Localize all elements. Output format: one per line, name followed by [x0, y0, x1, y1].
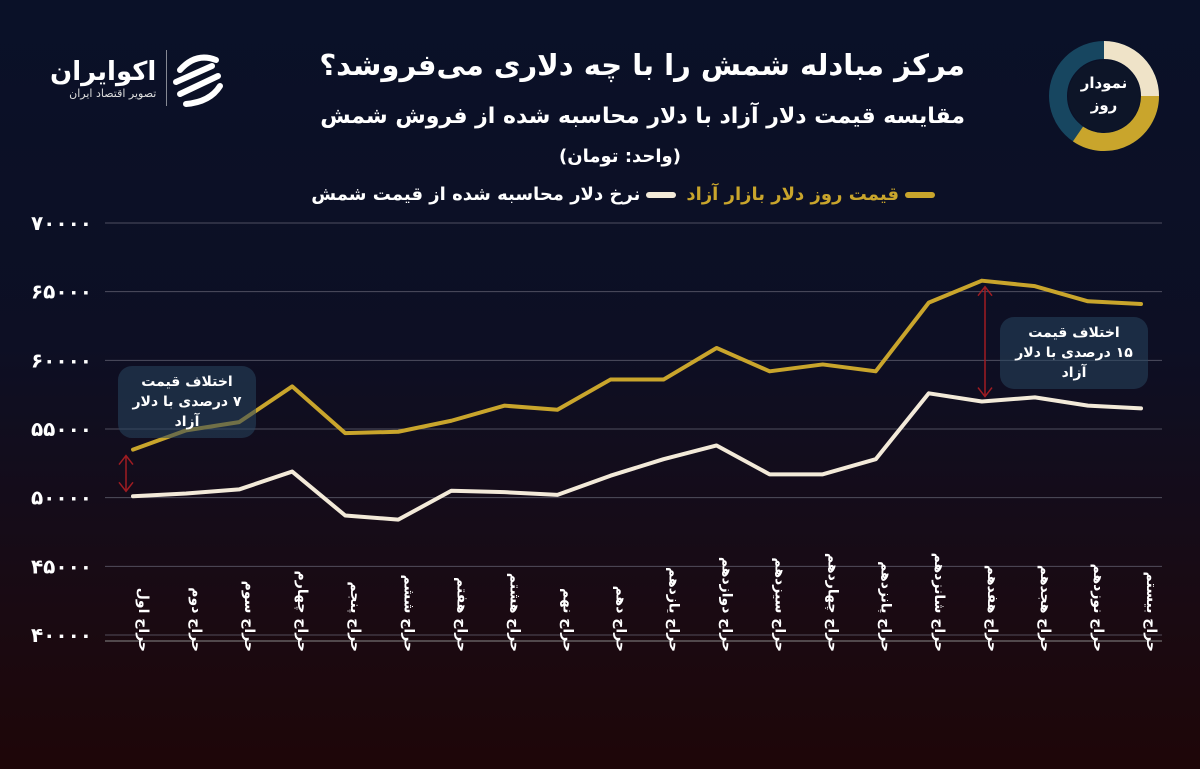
legend-swatch: [905, 191, 935, 198]
x-tick-label: حراج اول: [135, 588, 151, 652]
series-line-1: [131, 391, 1143, 522]
logo-name: اکوایران: [50, 56, 157, 87]
y-tick-label: ۴۵۰۰۰: [31, 554, 92, 578]
x-tick-label: حراج چهاردهم: [825, 553, 841, 652]
y-tick-label: ۵۵۰۰۰: [31, 417, 92, 441]
x-tick-label: حراج پنجم: [347, 581, 363, 652]
x-tick-label: حراج پانزدهم: [878, 561, 894, 652]
x-tick-label: حراج هشتم: [506, 573, 522, 652]
x-tick-label: حراج سیزدهم: [772, 557, 788, 652]
arrow-head: [977, 285, 993, 297]
x-tick-label: حراج هجدهم: [1037, 565, 1053, 652]
y-tick-label: ۴۰۰۰۰: [31, 623, 92, 647]
logo-mark-icon: [166, 50, 224, 107]
logo-tagline: تصویر اقتصاد ایران: [69, 86, 157, 100]
x-tick-label: حراج شانزدهم: [931, 553, 947, 652]
y-tick-label: ۷۰۰۰۰: [31, 211, 92, 235]
x-tick-label: حراج ششم: [400, 574, 416, 652]
x-tick-label: حراج دوازدهم: [719, 557, 735, 652]
x-tick-label: حراج دوم: [188, 587, 204, 652]
arrow-head: [118, 454, 134, 466]
legend: قیمت روز دلار بازار آزاد نرخ دلار محاسبه…: [311, 184, 935, 205]
series-line-0: [131, 278, 1143, 452]
legend-item-free-market: قیمت روز دلار بازار آزاد: [686, 184, 935, 205]
x-tick-label: حراج نوزدهم: [1090, 563, 1106, 652]
daily-chart-badge-icon: [1049, 41, 1160, 152]
legend-swatch: [646, 191, 677, 198]
x-tick-label: حراج چهارم: [294, 571, 310, 652]
x-tick-label: حراج دهم: [612, 586, 628, 652]
arrow-head: [977, 387, 993, 398]
arrow-head: [118, 481, 134, 493]
y-tick-label: ۶۵۰۰۰: [31, 280, 92, 304]
x-tick-label: حراج بیستم: [1143, 572, 1159, 652]
unit-label: (واحد: تومان): [559, 146, 681, 167]
badge-text: نمودار روز: [1080, 74, 1128, 114]
annotation-note: اختلاف قیمت ۷ درصدی با دلار آزاد: [118, 366, 256, 438]
y-tick-label: ۶۰۰۰۰: [31, 348, 92, 372]
x-tick-label: حراج نهم: [559, 588, 575, 652]
annotation-note: اختلاف قیمت ۱۵ درصدی با دلار آزاد: [1000, 317, 1148, 389]
x-tick-label: حراج هفدهم: [984, 565, 1000, 652]
y-tick-label: ۵۰۰۰۰: [31, 486, 92, 510]
legend-item-bullion: نرخ دلار محاسبه شده از قیمت شمش: [311, 184, 677, 205]
chart-subtitle: مقایسه قیمت دلار آزاد با دلار محاسبه شده…: [320, 104, 965, 129]
x-tick-label: حراج یازدهم: [666, 567, 682, 652]
x-tick-label: حراج سوم: [241, 581, 257, 652]
logo: اکوایران تصویر اقتصاد ایران: [50, 48, 226, 108]
x-tick-label: حراج هفتم: [453, 577, 469, 652]
chart-title: مرکز مبادله شمش را با چه دلاری می‌فروشد؟: [319, 48, 965, 82]
